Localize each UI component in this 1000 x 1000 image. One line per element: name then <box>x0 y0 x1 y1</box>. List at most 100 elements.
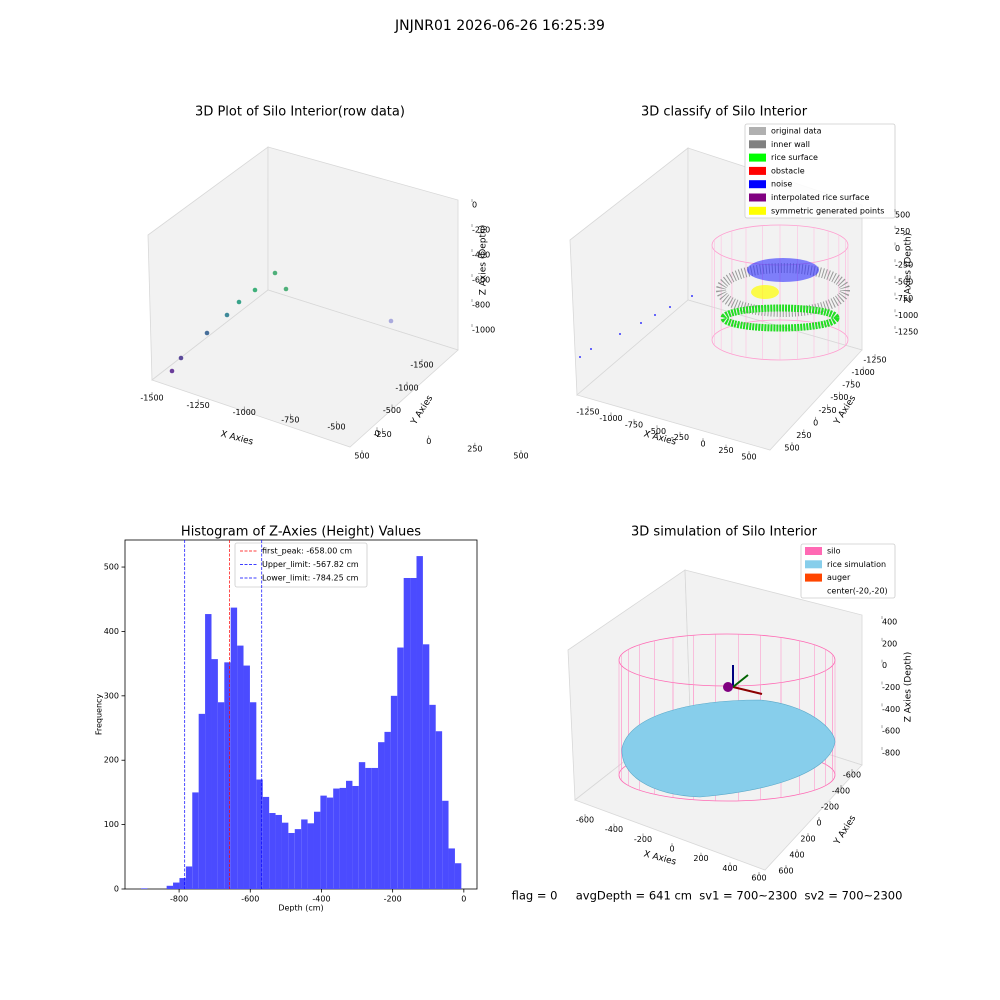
y-tick-label: 500 <box>784 444 799 453</box>
bar <box>243 665 250 889</box>
x-tick-label: 200 <box>693 854 708 863</box>
z-tick-label: 200 <box>882 639 897 648</box>
point <box>169 368 175 374</box>
z-tick-label: -400 <box>472 251 490 260</box>
auger <box>732 674 749 688</box>
bar <box>275 814 282 889</box>
bar <box>256 779 263 889</box>
z-tick-label: -200 <box>472 226 490 235</box>
bar <box>410 577 417 889</box>
points-yellow <box>751 285 779 299</box>
y-tick-label: -1250 <box>863 356 886 365</box>
y-tick-label: -500 <box>830 393 848 402</box>
bar <box>230 607 238 889</box>
y-tick-label: -250 <box>818 406 836 415</box>
legend-label: auger <box>827 573 851 582</box>
bar <box>288 832 295 889</box>
legend-swatch <box>805 573 822 582</box>
bar <box>307 823 314 889</box>
legend-label: obstacle <box>771 166 805 175</box>
point <box>204 330 210 336</box>
y-tick-label: -750 <box>842 381 860 390</box>
x-tick-label: -200 <box>384 895 402 904</box>
auger <box>732 686 763 695</box>
z-tick-label: 0 <box>472 201 477 210</box>
z-tick-label: -1000 <box>895 311 918 320</box>
legend-swatch <box>749 153 766 162</box>
legend-label: Lower_limit: -784.25 cm <box>262 574 359 583</box>
bar <box>358 762 366 889</box>
bar <box>166 885 174 889</box>
bar <box>442 800 449 889</box>
y-tick-label: 600 <box>778 867 793 876</box>
x-axis-label: Depth (cm) <box>278 904 323 913</box>
z-tick-label: -400 <box>882 705 900 714</box>
subplot-title: 3D simulation of Silo Interior <box>631 525 818 540</box>
y-tick-label: 400 <box>104 627 119 636</box>
x-tick-label: 400 <box>722 864 737 873</box>
point <box>272 270 278 276</box>
bar <box>429 704 436 889</box>
y-tick-label: -1000 <box>852 368 875 377</box>
y-tick-label: 0 <box>816 819 821 828</box>
bar <box>313 811 321 889</box>
y-tick-label: -1000 <box>395 383 418 392</box>
y-tick-label: 250 <box>796 431 811 440</box>
legend-swatch <box>749 206 766 215</box>
x-tick-label: -400 <box>605 825 623 834</box>
bar <box>281 822 289 889</box>
legend-label: symmetric generated points <box>771 206 884 215</box>
points-gray <box>716 263 850 317</box>
point <box>252 287 258 293</box>
bar <box>141 888 148 889</box>
point <box>224 312 230 318</box>
bar <box>422 644 430 889</box>
y-axis-label: Frequency <box>95 694 104 736</box>
decoration <box>169 206 850 802</box>
legend-label: Upper_limit: -567.82 cm <box>262 560 359 569</box>
z-tick-label: -250 <box>895 261 913 270</box>
bar <box>448 848 455 889</box>
legend-box <box>800 543 896 599</box>
bar <box>217 702 225 889</box>
z-axis-label: Z Axies (Depth) <box>479 225 489 296</box>
legend-swatch <box>749 193 766 202</box>
points-blue <box>747 258 819 282</box>
figure-title: JNJNR01 2026-06-26 16:25:39 <box>394 18 605 34</box>
legend-box <box>234 542 368 588</box>
x-tick-label: -1250 <box>187 401 210 410</box>
y-tick-label: 400 <box>789 851 804 860</box>
y-tick-label: 200 <box>104 756 119 765</box>
z-tick-label: 250 <box>895 227 910 236</box>
y-tick-label: 200 <box>800 835 815 844</box>
legend-label: rice simulation <box>827 560 886 569</box>
legend-swatch <box>749 127 766 135</box>
bar <box>390 695 398 889</box>
point <box>654 314 656 316</box>
legend-label: center(-20,-20) <box>827 586 888 595</box>
x-tick-label: -800 <box>170 895 188 904</box>
y-tick-label: -600 <box>843 771 861 780</box>
legend-label: inner wall <box>771 140 810 149</box>
bar <box>205 614 212 889</box>
x-tick-label: 600 <box>751 874 766 883</box>
x-tick-label: -500 <box>327 423 345 432</box>
z-tick-label: -600 <box>882 727 900 736</box>
bar <box>301 819 308 889</box>
bar <box>185 866 193 889</box>
bar <box>326 797 334 889</box>
surface <box>621 699 836 798</box>
bar <box>192 792 199 889</box>
point <box>236 299 242 305</box>
x-tick-label: -400 <box>312 895 330 904</box>
point <box>669 306 671 308</box>
bar <box>384 731 391 889</box>
x-tick-label: 250 <box>467 444 482 453</box>
y-tick-label: -1500 <box>410 361 433 370</box>
bar <box>262 796 270 889</box>
legend-label: first_peak: -658.00 cm <box>262 547 352 556</box>
legend-label: original data <box>771 127 822 136</box>
bar <box>269 813 276 889</box>
x-tick-label: -1000 <box>599 414 622 423</box>
z-tick-label: 500 <box>895 211 910 220</box>
